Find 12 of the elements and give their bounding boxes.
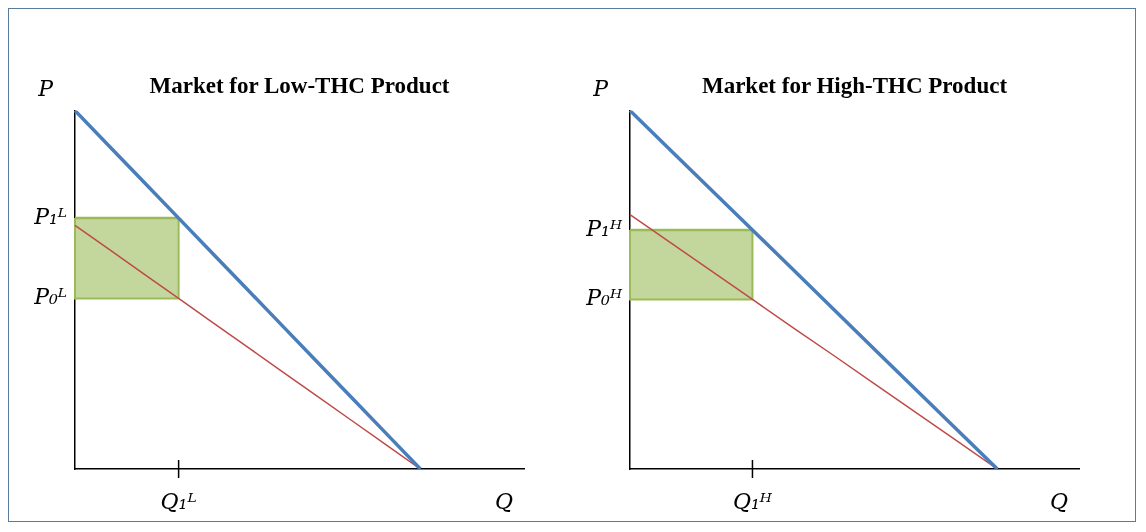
text: P₁ᴴ	[585, 215, 623, 241]
x-axis-title: Q	[1049, 488, 1069, 514]
text: P₀ᴴ	[585, 285, 623, 311]
y-axis-title: P	[592, 76, 610, 102]
chart-title: Market for High-THC Product	[701, 72, 1008, 98]
x-axis-title: Q	[494, 488, 514, 514]
text: Q₁ᴴ	[732, 488, 773, 514]
text: Q₁ᴸ	[160, 488, 197, 514]
y-axis-title: P	[37, 76, 55, 102]
text: P₁ᴸ	[33, 203, 67, 229]
text: P₀ᴸ	[33, 284, 67, 310]
chart-title: Market for Low-THC Product	[149, 72, 450, 98]
